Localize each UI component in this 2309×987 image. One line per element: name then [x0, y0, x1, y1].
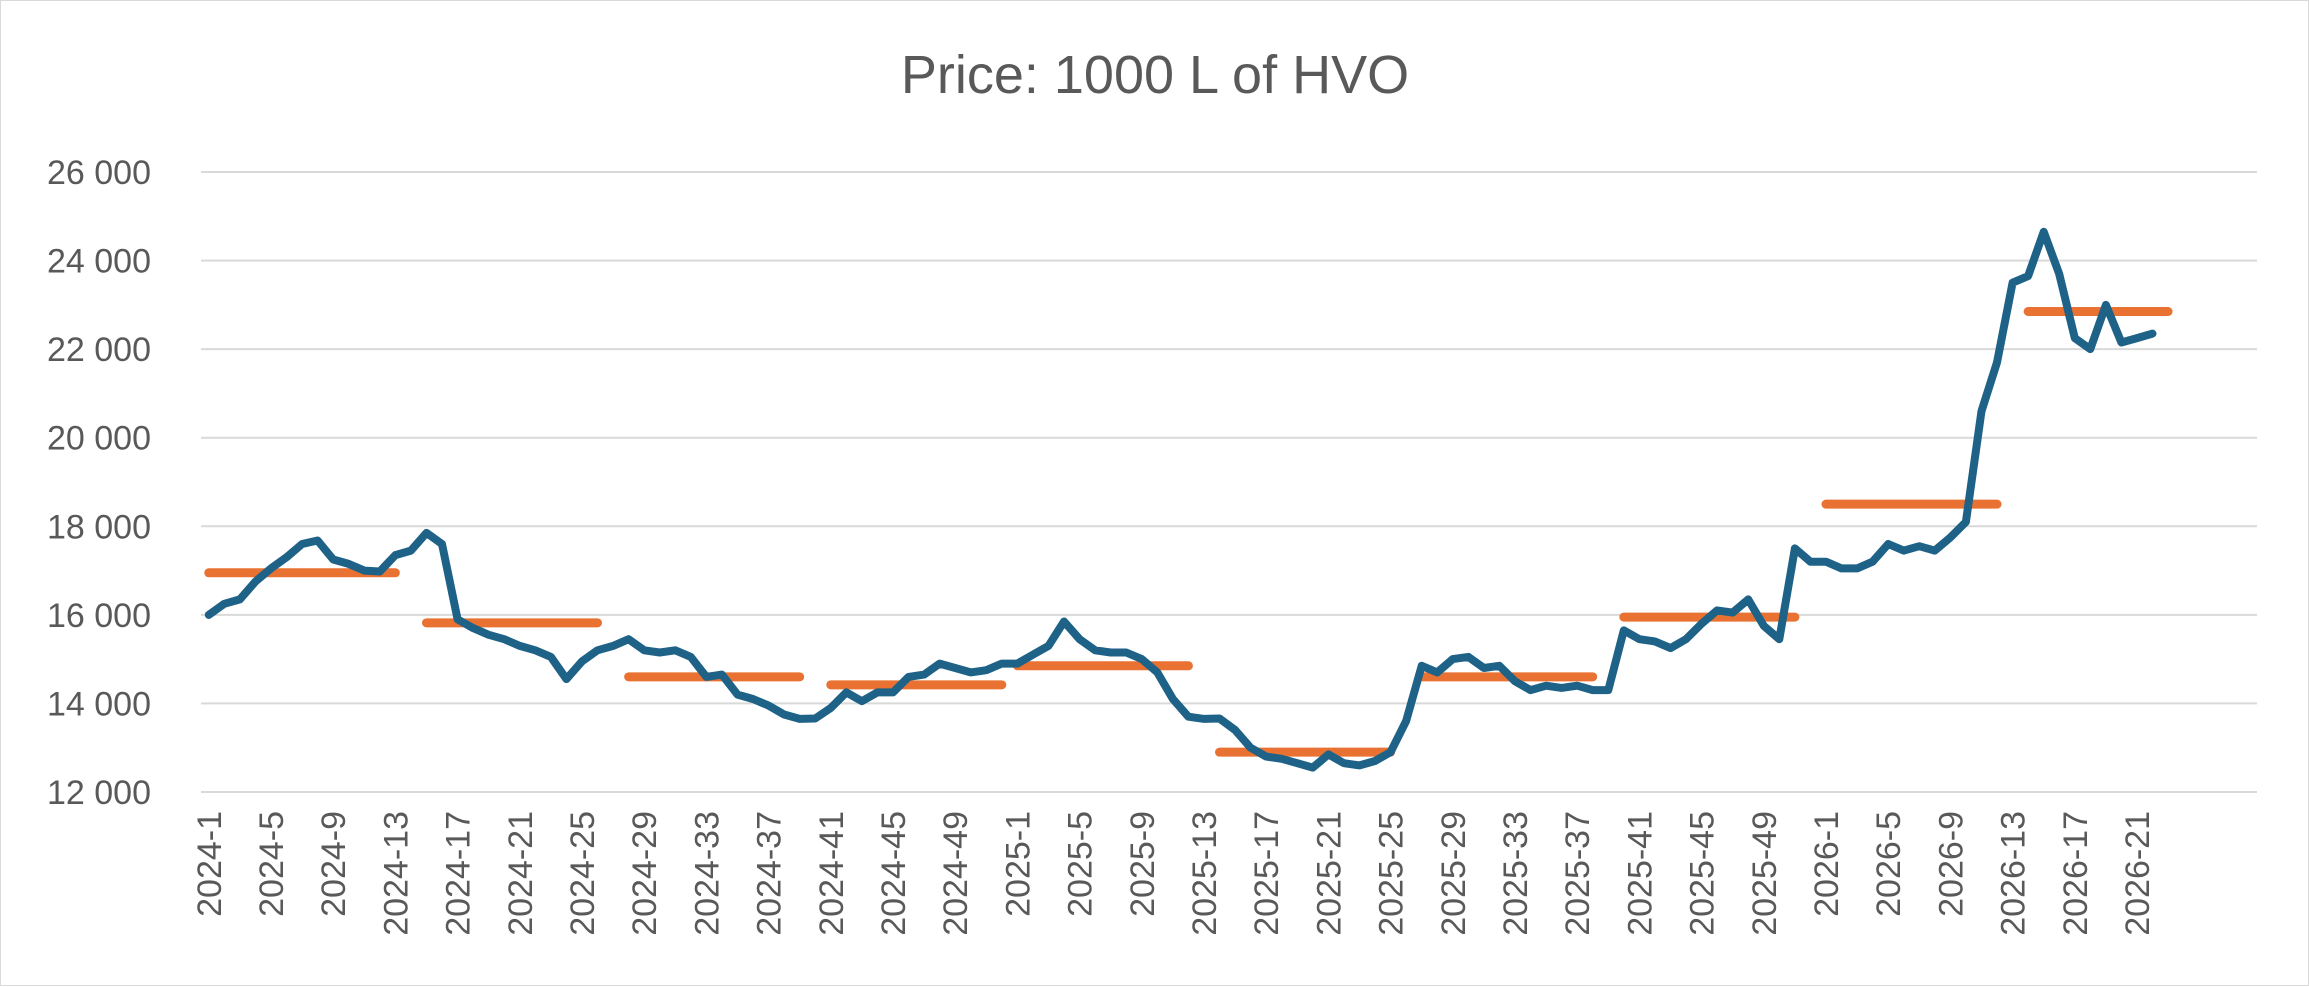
x-tick-label: 2026-5 — [1870, 811, 1908, 917]
x-tick-label: 2024-41 — [813, 811, 851, 936]
x-tick-label: 2025-33 — [1497, 811, 1535, 936]
x-tick-label: 2025-21 — [1310, 811, 1348, 936]
x-tick-label: 2024-37 — [751, 811, 789, 936]
x-tick-label: 2026-1 — [1808, 811, 1846, 917]
y-tick-label: 16 000 — [47, 597, 151, 635]
y-tick-label: 20 000 — [47, 420, 151, 458]
x-tick-label: 2026-21 — [2119, 811, 2157, 936]
x-tick-label: 2024-29 — [626, 811, 664, 936]
y-tick-label: 22 000 — [47, 331, 151, 369]
x-tick-label: 2025-13 — [1186, 811, 1224, 936]
x-tick-label: 2025-5 — [1062, 811, 1100, 917]
x-tick-label: 2024-33 — [688, 811, 726, 936]
y-tick-label: 14 000 — [47, 685, 151, 723]
x-tick-label: 2025-49 — [1746, 811, 1784, 936]
x-tick-label: 2024-49 — [937, 811, 975, 936]
y-tick-label: 26 000 — [47, 154, 151, 192]
chart-title: Price: 1000 L of HVO — [901, 45, 1409, 105]
grid-lines — [201, 171, 2257, 793]
y-tick-label: 18 000 — [47, 508, 151, 546]
x-tick-label: 2024-9 — [315, 811, 353, 917]
y-tick-label: 12 000 — [47, 774, 151, 812]
x-tick-label: 2025-37 — [1559, 811, 1597, 936]
x-tick-label: 2026-13 — [1995, 811, 2033, 936]
price-line — [204, 227, 2157, 772]
x-tick-label: 2024-17 — [440, 811, 478, 936]
average-segments — [204, 307, 2173, 757]
x-tick-label: 2024-1 — [191, 811, 229, 917]
x-axis-ticks: 2024-1 2024-5 2024-9 2024-13 2024-17 2024-21 2… — [191, 811, 2157, 936]
x-tick-label: 2025-41 — [1621, 811, 1659, 936]
x-tick-label: 2024-21 — [502, 811, 540, 936]
price-series — [204, 227, 2157, 772]
x-tick-label: 2026-17 — [2057, 811, 2095, 936]
x-tick-label: 2025-17 — [1248, 811, 1286, 936]
x-tick-label: 2024-45 — [875, 811, 913, 936]
x-tick-label: 2026-9 — [1932, 811, 1970, 917]
y-tick-label: 24 000 — [47, 243, 151, 281]
x-tick-label: 2025-9 — [1124, 811, 1162, 917]
x-tick-label: 2025-25 — [1373, 811, 1411, 936]
y-axis-ticks: 12 000 14 000 16 000 18 000 20 000 22 000 24 0… — [47, 154, 151, 812]
x-tick-label: 2024-25 — [564, 811, 602, 936]
x-tick-label: 2024-13 — [377, 811, 415, 936]
x-tick-label: 2025-1 — [999, 811, 1037, 917]
x-tick-label: 2025-29 — [1435, 811, 1473, 936]
x-tick-label: 2025-45 — [1684, 811, 1722, 936]
x-tick-label: 2024-5 — [253, 811, 291, 917]
